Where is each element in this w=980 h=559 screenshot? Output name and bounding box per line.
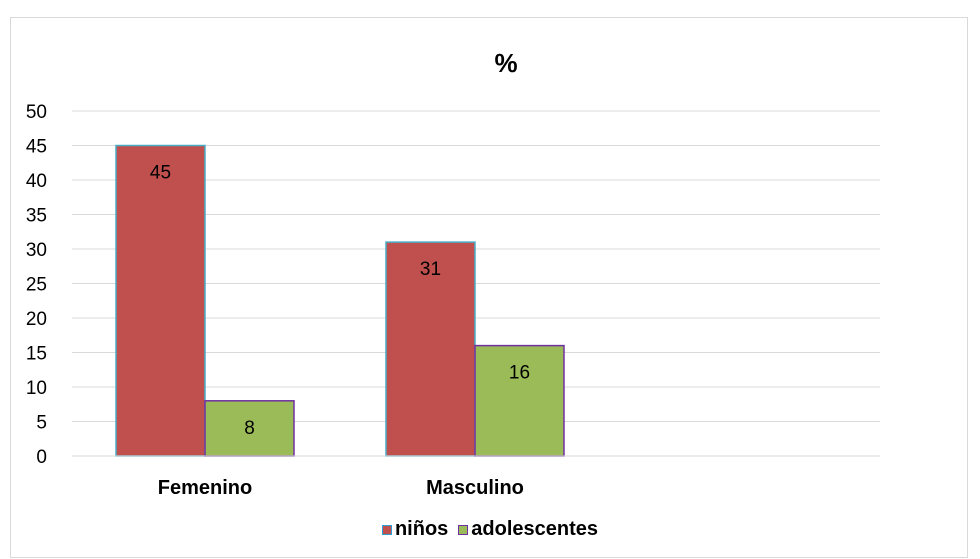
y-tick-label: 40 bbox=[26, 171, 47, 192]
chart-title: % bbox=[494, 48, 517, 78]
legend-item-adolescentes: adolescentes bbox=[458, 518, 598, 541]
x-axis: Femenino Masculino bbox=[72, 455, 880, 499]
bar-ninos-masculino bbox=[385, 241, 476, 457]
legend-item-ninos: niños bbox=[381, 518, 449, 541]
data-label: 31 bbox=[420, 259, 441, 280]
y-tick-label: 0 bbox=[36, 447, 47, 468]
legend: niños adolescentes bbox=[0, 518, 980, 541]
legend-swatch-adolescentes bbox=[458, 524, 469, 535]
bar-adolescentes-masculino bbox=[474, 344, 565, 457]
y-tick-label: 50 bbox=[26, 102, 47, 123]
y-tick-label: 35 bbox=[26, 206, 47, 227]
x-category-label: Femenino bbox=[158, 477, 252, 499]
legend-swatch-ninos bbox=[381, 524, 392, 535]
bar-ninos-femenino bbox=[115, 144, 206, 457]
y-tick-label: 45 bbox=[26, 137, 47, 158]
bars: 45 8 31 16 bbox=[115, 144, 565, 457]
legend-label-adolescentes: adolescentes bbox=[471, 518, 599, 540]
data-label: 45 bbox=[150, 163, 171, 184]
y-tick-label: 30 bbox=[26, 240, 47, 261]
data-label: 8 bbox=[244, 418, 255, 439]
legend-label-ninos: niños bbox=[394, 518, 449, 540]
y-axis: 0 5 10 15 20 25 30 35 40 45 50 bbox=[26, 102, 47, 468]
y-tick-label: 25 bbox=[26, 275, 47, 296]
x-category-label: Masculino bbox=[426, 477, 524, 499]
y-tick-label: 10 bbox=[26, 378, 47, 399]
y-tick-label: 20 bbox=[26, 309, 47, 330]
y-tick-label: 15 bbox=[26, 344, 47, 365]
bar-adolescentes-femenino bbox=[204, 400, 295, 457]
y-tick-label: 5 bbox=[36, 413, 47, 434]
data-label: 16 bbox=[509, 363, 530, 384]
